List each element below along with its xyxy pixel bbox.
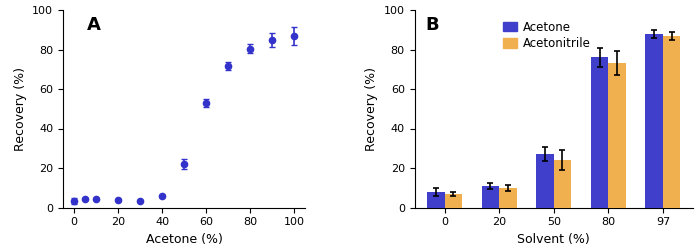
X-axis label: Solvent (%): Solvent (%) [517, 233, 590, 246]
Y-axis label: Recovery (%): Recovery (%) [365, 67, 378, 151]
Bar [663, 36, 680, 208]
Bar [591, 58, 608, 208]
Bar [645, 34, 663, 208]
Bar [554, 160, 571, 208]
Bar [499, 188, 517, 208]
Bar [482, 186, 499, 208]
X-axis label: Acetone (%): Acetone (%) [146, 233, 223, 246]
Legend: Acetone, Acetonitrile: Acetone, Acetonitrile [498, 16, 596, 55]
Bar [444, 194, 462, 207]
Bar [427, 192, 444, 208]
Bar [608, 63, 626, 208]
Text: B: B [426, 16, 440, 34]
Bar [536, 154, 554, 208]
Text: A: A [88, 16, 101, 34]
Y-axis label: Recovery (%): Recovery (%) [14, 67, 27, 151]
